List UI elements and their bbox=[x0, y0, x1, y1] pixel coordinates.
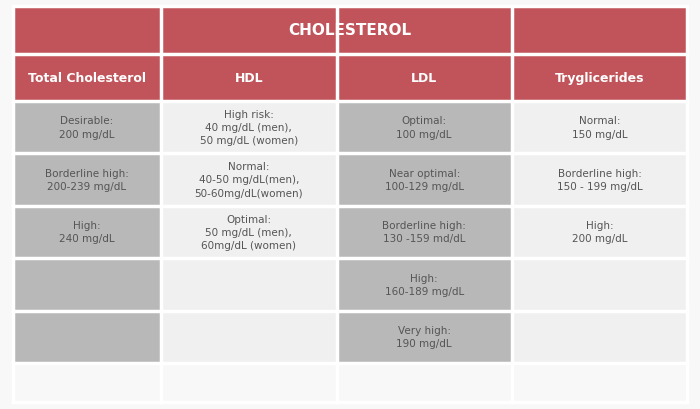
Text: Tryglicerides: Tryglicerides bbox=[555, 72, 645, 84]
Text: High risk:
40 mg/dL (men),
50 mg/dL (women): High risk: 40 mg/dL (men), 50 mg/dL (wom… bbox=[199, 110, 298, 146]
Bar bbox=[337, 101, 512, 154]
Text: High:
160-189 mg/dL: High: 160-189 mg/dL bbox=[384, 273, 464, 296]
Bar bbox=[512, 54, 687, 101]
Bar bbox=[512, 311, 687, 363]
Text: Desirable:
200 mg/dL: Desirable: 200 mg/dL bbox=[59, 116, 115, 139]
Bar bbox=[13, 258, 161, 311]
Bar bbox=[161, 101, 337, 154]
Text: Borderline high:
130 -159 md/dL: Borderline high: 130 -159 md/dL bbox=[382, 221, 466, 244]
Bar bbox=[337, 258, 512, 311]
Text: Optimal:
100 mg/dL: Optimal: 100 mg/dL bbox=[396, 116, 452, 139]
Bar bbox=[13, 101, 161, 154]
Text: Very high:
190 mg/dL: Very high: 190 mg/dL bbox=[396, 326, 452, 348]
Text: Normal:
40-50 mg/dL(men),
50-60mg/dL(women): Normal: 40-50 mg/dL(men), 50-60mg/dL(wom… bbox=[195, 162, 303, 198]
Bar bbox=[13, 54, 161, 101]
Bar bbox=[512, 206, 687, 258]
Text: High:
240 mg/dL: High: 240 mg/dL bbox=[59, 221, 115, 244]
Bar bbox=[337, 311, 512, 363]
Bar bbox=[512, 101, 687, 154]
Text: Borderline high:
150 - 199 mg/dL: Borderline high: 150 - 199 mg/dL bbox=[556, 169, 643, 191]
Text: Near optimal:
100-129 mg/dL: Near optimal: 100-129 mg/dL bbox=[385, 169, 464, 191]
Bar bbox=[337, 154, 512, 206]
Text: LDL: LDL bbox=[411, 72, 438, 84]
Bar bbox=[13, 311, 161, 363]
Bar bbox=[161, 54, 337, 101]
Bar bbox=[161, 258, 337, 311]
Bar bbox=[337, 54, 512, 101]
Bar bbox=[161, 311, 337, 363]
Text: HDL: HDL bbox=[234, 72, 263, 84]
Text: CHOLESTEROL: CHOLESTEROL bbox=[288, 23, 412, 38]
Text: Total Cholesterol: Total Cholesterol bbox=[28, 72, 146, 84]
Bar bbox=[161, 206, 337, 258]
Bar bbox=[161, 154, 337, 206]
Text: Borderline high:
200-239 mg/dL: Borderline high: 200-239 mg/dL bbox=[45, 169, 129, 191]
Bar bbox=[13, 206, 161, 258]
Bar bbox=[13, 154, 161, 206]
Bar bbox=[337, 206, 512, 258]
Text: High:
200 mg/dL: High: 200 mg/dL bbox=[572, 221, 627, 244]
Bar bbox=[13, 7, 687, 54]
Bar bbox=[512, 154, 687, 206]
Text: Normal:
150 mg/dL: Normal: 150 mg/dL bbox=[572, 116, 627, 139]
Text: Optimal:
50 mg/dL (men),
60mg/dL (women): Optimal: 50 mg/dL (men), 60mg/dL (women) bbox=[202, 214, 296, 250]
Bar bbox=[512, 258, 687, 311]
